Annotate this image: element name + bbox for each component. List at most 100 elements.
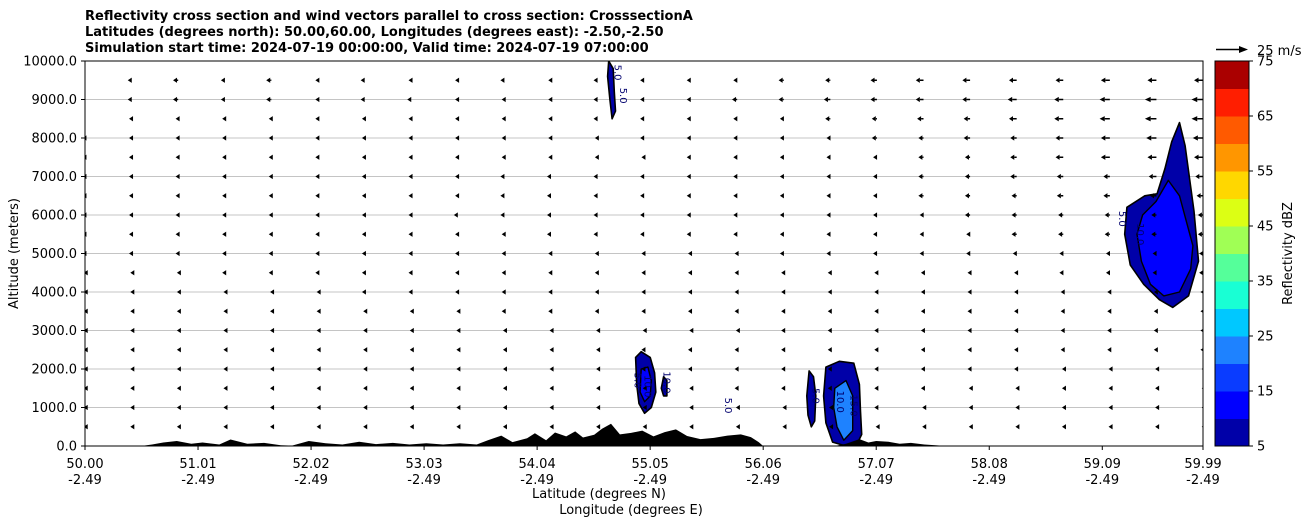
colorbar-band	[1215, 171, 1249, 199]
wind-vector	[1153, 347, 1158, 353]
y-tick-label: 2000.0	[32, 363, 78, 378]
wind-vector	[223, 366, 228, 372]
wind-vector	[455, 250, 460, 257]
wind-vector	[222, 173, 227, 180]
wind-vector	[130, 424, 135, 430]
wind-vector	[316, 385, 321, 391]
wind-vector	[734, 250, 739, 257]
terrain-profile	[85, 423, 1203, 446]
wind-vector	[360, 96, 365, 103]
wind-vector	[548, 250, 553, 257]
wind-vector	[1061, 404, 1066, 411]
wind-vector	[268, 212, 273, 218]
wind-vector	[1153, 327, 1158, 334]
wind-vector	[781, 327, 786, 334]
wind-vector	[127, 96, 132, 103]
wind-vector	[455, 116, 460, 122]
wind-vector	[967, 327, 972, 334]
colorbar-tick-label: 25	[1257, 330, 1274, 345]
wind-vector	[1012, 250, 1017, 257]
wind-vector	[1054, 96, 1064, 103]
wind-vector	[688, 250, 693, 257]
wind-vector	[500, 173, 505, 180]
wind-vector	[455, 135, 460, 141]
wind-vector	[920, 366, 925, 372]
wind-vector	[456, 308, 461, 314]
x-tick-label-longitude: -2.49	[407, 473, 441, 488]
wind-vector	[85, 308, 88, 314]
wind-vector	[1155, 385, 1160, 391]
wind-vector	[455, 154, 460, 160]
wind-vector	[268, 116, 273, 122]
wind-vector	[1155, 366, 1160, 372]
wind-vector	[1200, 348, 1203, 352]
wind-vector	[176, 308, 181, 314]
wind-vector	[1011, 212, 1017, 218]
wind-vector	[642, 404, 647, 411]
wind-vector	[686, 231, 691, 237]
wind-vector	[501, 135, 506, 141]
wind-vector	[223, 327, 228, 334]
wind-vector	[826, 250, 831, 257]
colorbar-tick-label: 35	[1257, 275, 1274, 290]
wind-vector	[1194, 154, 1203, 160]
wind-vector	[361, 212, 366, 218]
wind-vector	[734, 289, 739, 295]
y-axis-label: Altitude (meters)	[7, 198, 22, 309]
wind-vector	[85, 366, 88, 372]
wind-vector	[500, 193, 505, 199]
wind-vector	[500, 212, 505, 218]
wind-vector	[593, 212, 598, 218]
wind-vector	[501, 308, 506, 314]
wind-key: 25 m/s	[1216, 44, 1302, 59]
wind-vector	[222, 154, 227, 160]
wind-vector	[268, 173, 273, 180]
wind-vector	[85, 231, 87, 237]
wind-vector	[594, 135, 599, 141]
wind-vector	[596, 366, 601, 372]
wind-vector	[640, 96, 645, 103]
contour-label: 5.0	[617, 88, 628, 104]
wind-vector	[594, 308, 599, 314]
wind-vector	[1146, 135, 1157, 141]
wind-vector	[686, 193, 691, 199]
wind-vector	[1153, 289, 1158, 295]
contour-label: 15.0	[847, 394, 858, 416]
wind-vector	[920, 308, 925, 314]
echo-outer-contour	[606, 61, 617, 120]
wind-vector	[1014, 289, 1019, 295]
wind-vector	[968, 404, 973, 411]
wind-vector	[781, 347, 786, 353]
contour-label: 5.0	[631, 373, 642, 389]
wind-vector	[962, 77, 971, 83]
wind-vector	[548, 135, 553, 141]
wind-vector	[456, 366, 461, 372]
wind-vector	[735, 424, 740, 430]
wind-vector	[596, 404, 601, 411]
wind-vector	[689, 404, 694, 411]
wind-vector	[1201, 368, 1203, 370]
wind-vector	[1014, 327, 1019, 334]
wind-vector	[733, 135, 738, 141]
x-tick-label-latitude: 53.03	[405, 457, 442, 472]
wind-vector	[966, 231, 971, 237]
wind-vector	[827, 289, 832, 295]
y-tick-label: 4000.0	[32, 286, 78, 301]
wind-vector	[1151, 231, 1157, 237]
wind-vector	[688, 308, 693, 314]
wind-vector	[455, 231, 460, 237]
wind-vector	[270, 366, 275, 372]
wind-vector	[175, 231, 180, 237]
wind-vector	[501, 250, 506, 257]
wind-vector	[779, 250, 784, 257]
wind-vector	[176, 270, 181, 276]
wind-vector	[408, 250, 413, 257]
wind-vector	[361, 135, 366, 141]
colorbar-tick-label: 65	[1257, 110, 1274, 125]
wind-vector	[964, 212, 971, 218]
wind-vector	[409, 347, 414, 353]
wind-vector	[222, 193, 227, 199]
wind-vector	[268, 231, 273, 237]
x-tick-label-latitude: 52.02	[292, 457, 329, 472]
colorbar-band	[1215, 391, 1249, 419]
